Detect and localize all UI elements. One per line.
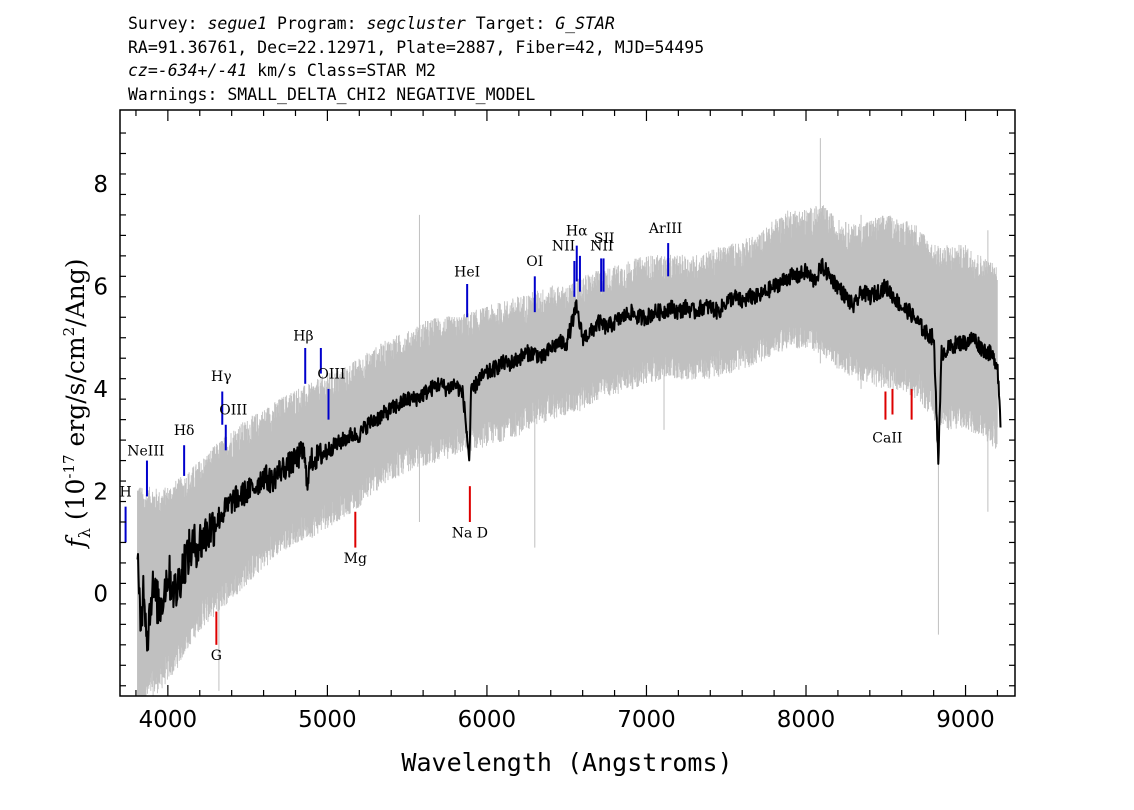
svg-text:fλ (10-17 erg/s/cm2/Ang): fλ (10-17 erg/s/cm2/Ang)	[60, 258, 94, 549]
target-label: Target:	[475, 14, 546, 33]
survey-value: segue1	[207, 14, 268, 33]
x-tick-label: 5000	[298, 707, 357, 733]
y-tick-label: 0	[93, 582, 108, 608]
header-redshift-line: cz=-634+/-41 km/s Class=STAR M2	[128, 59, 1028, 83]
x-tick-label: 7000	[617, 707, 676, 733]
series-layer	[136, 138, 1002, 696]
survey-label: Survey:	[128, 14, 198, 33]
plot-area: HNeIIIHδHγOIIIHβOIIIHeIOINIIHαNIISIIArII…	[119, 138, 1002, 696]
y-tick-label: 4	[93, 377, 108, 403]
error-envelope-band	[137, 205, 998, 696]
program-label: Program:	[277, 14, 357, 33]
x-tick-label: 8000	[777, 707, 836, 733]
plot-frame	[119, 109, 1016, 697]
absorption-line-label: G	[211, 648, 222, 664]
emission-line-label: Hα	[566, 223, 588, 239]
y-tick-label: 6	[93, 275, 108, 301]
target-value: G_STAR	[555, 14, 615, 33]
emission-line-label: ArIII	[648, 221, 682, 237]
flux-line	[136, 257, 1002, 652]
header-survey-line: Survey: segue1 Program: segcluster Targe…	[128, 12, 1028, 36]
spectrum-header: Survey: segue1 Program: segcluster Targe…	[128, 12, 1028, 106]
emission-line-label: Hγ	[211, 369, 232, 385]
emission-line-label: NII	[552, 239, 575, 255]
emission-line-label: Hδ	[174, 423, 195, 439]
error-envelope	[137, 138, 998, 696]
emission-line-label: OI	[526, 254, 543, 270]
program-value: segcluster	[366, 14, 466, 33]
x-axis-label: Wavelength (Angstroms)	[401, 748, 732, 777]
emission-line-label: Hβ	[293, 328, 313, 344]
absorption-line-label: Mg	[344, 551, 367, 567]
emission-line-label: H	[119, 484, 131, 500]
class-text: km/s Class=STAR M2	[247, 61, 436, 80]
emission-line-label: NII	[590, 239, 613, 255]
absorption-line-label: CaII	[872, 431, 902, 447]
cz-value: cz=-634+/-41	[128, 61, 248, 80]
header-warnings-line: Warnings: SMALL_DELTA_CHI2 NEGATIVE_MODE…	[128, 84, 536, 104]
x-tick-label: 6000	[458, 707, 517, 733]
emission-line-label: OIII	[219, 403, 247, 419]
line-annotations: HNeIIIHδHγOIIIHβOIIIHeIOINIIHαNIISIIArII…	[119, 221, 913, 664]
axis-ticks: 4000 5000 6000 7000 8000 9000 0 2 4 6 8	[93, 110, 1015, 733]
absorption-line-label: Na D	[452, 525, 488, 541]
emission-line-label: OIII	[317, 367, 345, 383]
y-tick-label: 8	[93, 172, 108, 198]
emission-line-label: NeIII	[127, 443, 164, 459]
y-axis-label: fλ (10-17 erg/s/cm2/Ang)	[60, 258, 94, 549]
y-tick-label: 2	[93, 479, 108, 505]
emission-line-label: HeI	[454, 264, 480, 280]
x-tick-label: 4000	[139, 707, 198, 733]
emission-line-label: SII	[594, 231, 615, 247]
x-tick-label: 9000	[936, 707, 995, 733]
header-coords-line: RA=91.36761, Dec=22.12971, Plate=2887, F…	[128, 37, 705, 57]
